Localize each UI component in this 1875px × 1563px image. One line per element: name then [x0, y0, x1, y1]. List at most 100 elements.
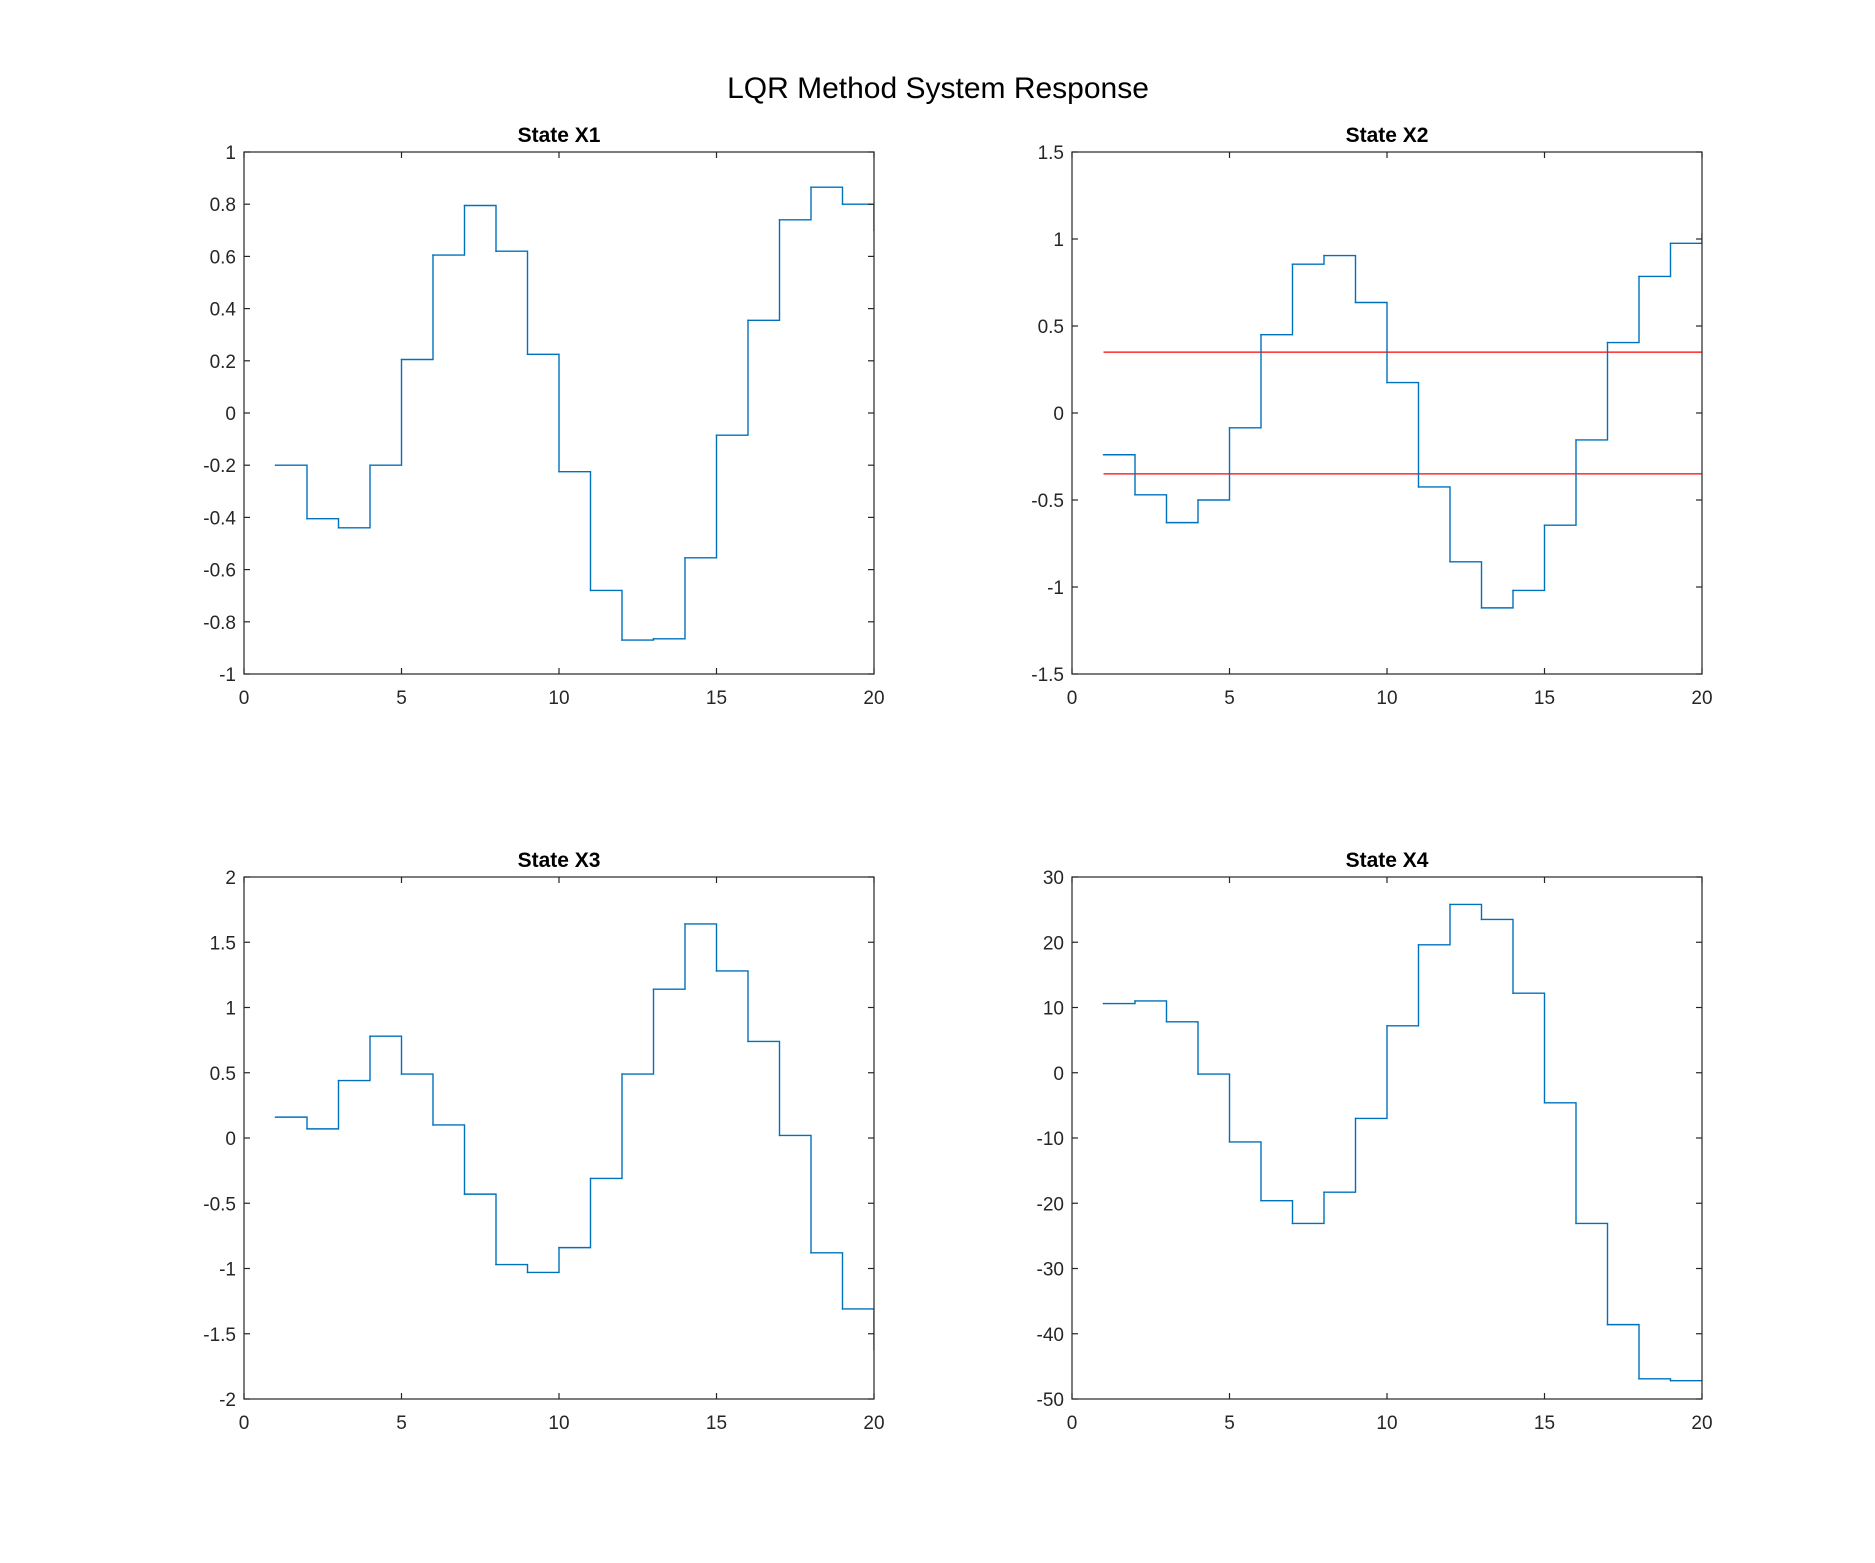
x-tick-label: 20	[863, 688, 884, 709]
data-point	[337, 1079, 340, 1082]
data-point	[1575, 1222, 1577, 1225]
x-tick-label: 15	[1534, 688, 1555, 709]
data-point	[1102, 1002, 1105, 1005]
data-point	[1512, 992, 1514, 994]
x-tick-label: 10	[548, 1413, 569, 1434]
data-point	[621, 639, 623, 641]
data-point	[684, 557, 686, 559]
data-point	[1638, 275, 1640, 278]
x-tick-label: 10	[1376, 688, 1397, 709]
x-tick-label: 0	[1067, 1413, 1078, 1434]
subplot-3: 0 5 10 15 20 -2 -1.5 -1 -0.5 0 0.5 1 1.5 2 State X3	[203, 849, 884, 1434]
y-tick-label: 0.8	[210, 195, 236, 216]
data-point	[1323, 254, 1325, 257]
y-tick-label: 0	[1053, 404, 1064, 425]
data-point	[463, 204, 466, 207]
data-point	[1449, 560, 1451, 563]
data-point	[778, 219, 781, 221]
data-point	[1575, 439, 1577, 441]
data-point	[1669, 1379, 1672, 1382]
data-point	[306, 1128, 308, 1130]
y-tick-label: 0	[225, 1129, 236, 1150]
data-point	[1606, 1323, 1609, 1326]
y-tick-label: -0.4	[203, 508, 236, 529]
data-point	[463, 1193, 466, 1195]
data-point	[589, 589, 592, 592]
data-point	[1480, 918, 1483, 921]
y-tick-label: -0.5	[1031, 491, 1064, 512]
data-point	[810, 1252, 812, 1254]
data-point	[337, 527, 340, 529]
x-tick-label: 5	[396, 1413, 407, 1434]
data-point	[1197, 1073, 1199, 1075]
data-point	[495, 1263, 497, 1266]
data-point	[1449, 903, 1451, 906]
subplot-title: State X3	[518, 849, 601, 872]
data-point	[1260, 1199, 1262, 1202]
y-tick-label: -40	[1037, 1325, 1064, 1346]
x-tick-label: 15	[706, 688, 727, 709]
data-point	[1512, 589, 1514, 592]
x-tick-label: 20	[1691, 1413, 1712, 1434]
x-tick-label: 15	[1534, 1413, 1555, 1434]
y-tick-label: -50	[1037, 1390, 1064, 1411]
x-tick-label: 10	[548, 688, 569, 709]
y-tick-label: -10	[1037, 1129, 1064, 1150]
data-point	[810, 186, 812, 189]
y-tick-label: -20	[1037, 1194, 1064, 1215]
y-tick-label: 1.5	[1038, 143, 1064, 164]
data-point	[1134, 493, 1136, 496]
subplot-1: 0 5 10 15 20 -1 -0.8 -0.6 -0.4 -0.2 0 0.2 0.4 0.6 0.8 1…	[203, 124, 884, 709]
data-point	[1543, 1101, 1546, 1104]
data-point	[1165, 521, 1168, 524]
data-point	[715, 970, 718, 972]
data-point	[1386, 381, 1388, 384]
y-tick-label: -1	[219, 665, 236, 686]
data-series-line	[275, 923, 874, 1350]
data-point	[526, 1271, 529, 1274]
y-tick-label: -1.5	[203, 1325, 236, 1346]
y-tick-label: 0.5	[1038, 317, 1064, 338]
y-tick-label: 10	[1043, 999, 1064, 1020]
data-point	[1165, 1021, 1168, 1023]
x-tick-label: 20	[1691, 688, 1712, 709]
y-tick-label: -30	[1037, 1260, 1064, 1281]
y-tick-label: 20	[1043, 933, 1064, 954]
data-point	[1354, 1117, 1357, 1120]
data-point	[274, 464, 277, 467]
data-point	[1260, 333, 1262, 336]
y-tick-label: -2	[219, 1390, 236, 1411]
data-point	[400, 358, 403, 361]
y-tick-label: 1	[1053, 230, 1064, 251]
y-tick-label: 0	[225, 404, 236, 425]
x-tick-label: 5	[1224, 688, 1235, 709]
subplots: 0 5 10 15 20-1-0.8-0.6-0.4-0.200.20.40.60.81…	[203, 124, 1712, 1434]
data-point	[652, 637, 655, 640]
data-point	[621, 1073, 623, 1075]
y-tick-label: 0.4	[210, 300, 237, 321]
data-point	[274, 1116, 277, 1118]
x-tick-label: 20	[863, 1413, 884, 1434]
data-point	[684, 923, 686, 925]
subplot-title: State X2	[1346, 124, 1429, 147]
data-layer	[1102, 903, 1702, 1382]
x-tick-label: 0	[239, 1413, 250, 1434]
data-point	[1386, 1024, 1388, 1027]
data-point	[526, 353, 529, 356]
plot-area	[244, 877, 874, 1399]
x-tick-label: 0	[1067, 688, 1078, 709]
subplot-4: 0 5 10 15 20 -50 -40 -30 -20 -10 0 10 20 30 State X4	[1037, 849, 1713, 1434]
data-series-line	[1103, 233, 1702, 609]
data-point	[1323, 1191, 1325, 1193]
data-point	[400, 1073, 403, 1075]
y-tick-label: 0	[1053, 1064, 1064, 1085]
subplot-title: State X4	[1346, 849, 1429, 872]
y-tick-label: -0.5	[203, 1194, 236, 1215]
y-tick-label: -1	[219, 1260, 236, 1281]
data-point	[1354, 301, 1357, 304]
x-tick-label: 5	[1224, 1413, 1235, 1434]
data-point	[1417, 944, 1420, 946]
data-point	[1228, 1141, 1231, 1143]
data-point	[432, 1124, 434, 1126]
